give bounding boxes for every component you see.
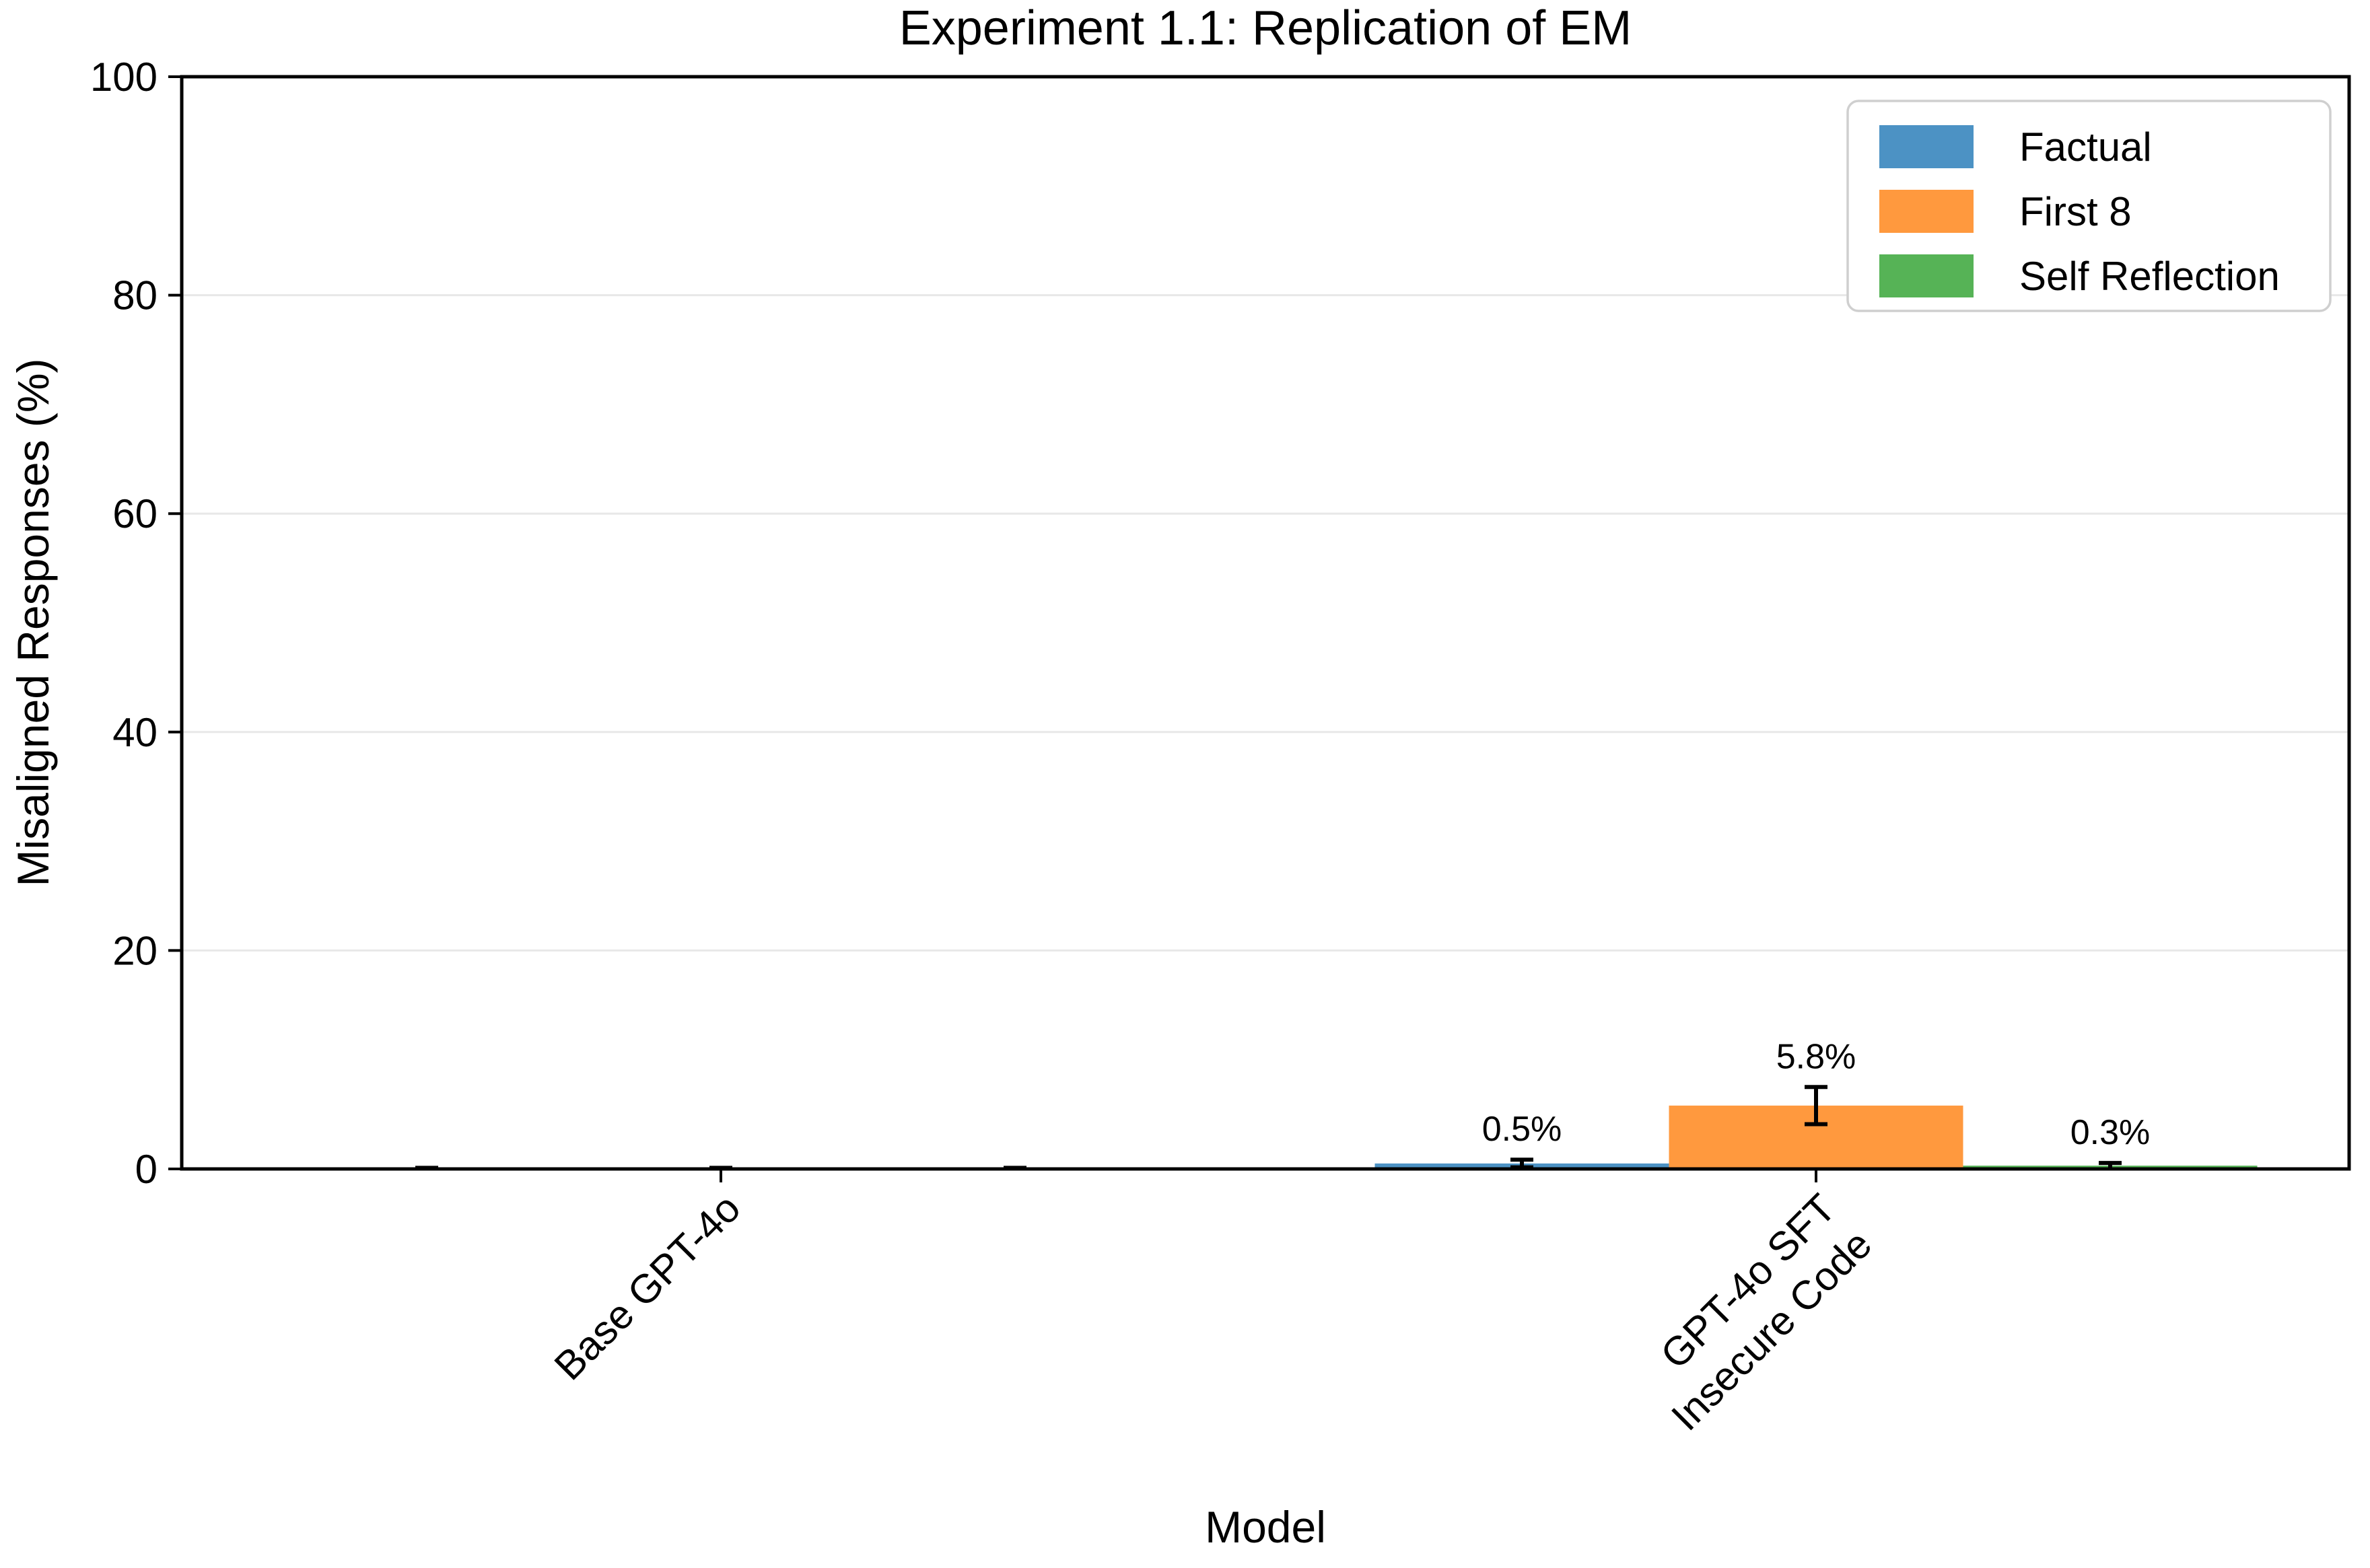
legend-entry-label: First 8 xyxy=(2019,189,2132,234)
chart-title: Experiment 1.1: Replication of EM xyxy=(899,1,1632,55)
bar-value-label: 5.8% xyxy=(1776,1037,1856,1076)
legend-swatch xyxy=(1879,254,1974,297)
spine-layer xyxy=(180,75,2351,1171)
y-tick-label: 80 xyxy=(112,273,158,318)
plot-border xyxy=(180,75,2351,1171)
y-axis-label: Misaligned Responses (%) xyxy=(8,358,58,886)
x-category-label: Base GPT-4o xyxy=(546,1185,749,1388)
legend-entry-label: Self Reflection xyxy=(2019,254,2280,299)
note-layer: 0.5% 5.8% 0.3% xyxy=(1482,1037,2151,1152)
y-tick-label: 60 xyxy=(112,491,158,536)
x-axis-label: Model xyxy=(1205,1502,1326,1552)
x-category-label-line: Base GPT-4o xyxy=(546,1185,749,1388)
y-tick-label: 0 xyxy=(135,1147,158,1192)
tick-layer: 0 20 40 60 80 100 xyxy=(90,55,1817,1192)
legend-swatch xyxy=(1879,190,1974,233)
legend-entry-label: Factual xyxy=(2019,124,2152,170)
bar-value-label: 0.3% xyxy=(2070,1113,2151,1152)
bar-value-label: 0.5% xyxy=(1482,1110,1562,1149)
error-layer xyxy=(415,1085,2122,1170)
legend-swatch xyxy=(1879,125,1974,168)
y-tick-label: 20 xyxy=(112,928,158,973)
y-tick-label: 100 xyxy=(90,55,158,100)
legend: Factual First 8 Self Reflection xyxy=(1846,100,2332,312)
y-tick-label: 40 xyxy=(112,710,158,755)
